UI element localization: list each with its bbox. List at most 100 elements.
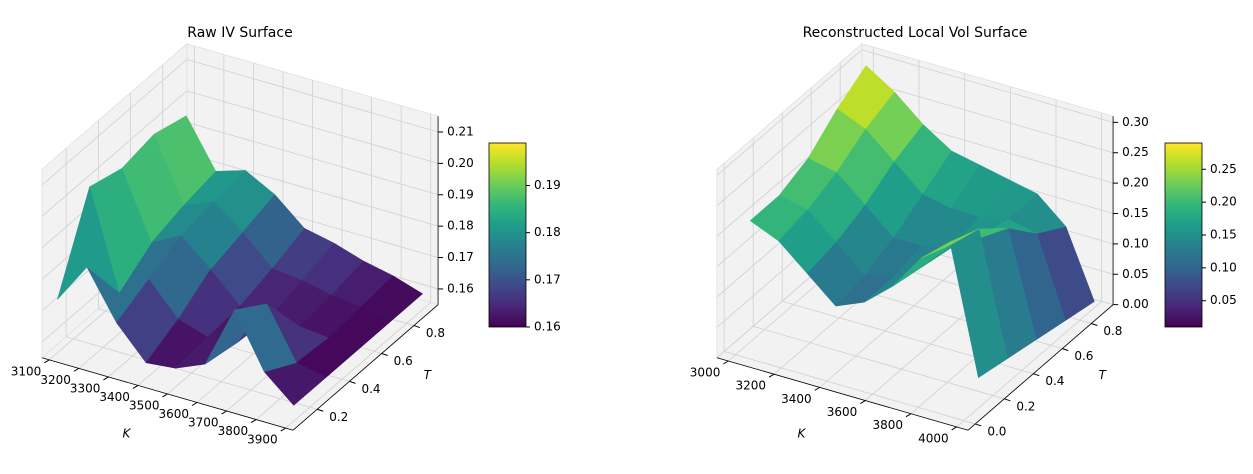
colorbar-tick-label: 0.18	[534, 225, 561, 239]
y-tick-label: 0.0	[987, 424, 1006, 438]
z-tick-label: 0.00	[1122, 297, 1149, 311]
z-tick-label: 0.20	[447, 156, 474, 170]
tick-mark	[1004, 398, 1011, 402]
grid-line	[716, 49, 863, 176]
grid-line	[41, 90, 188, 217]
colorbar	[488, 142, 527, 328]
axis-line	[716, 357, 969, 431]
z-tick-label: 0.25	[1122, 145, 1149, 159]
tick-mark	[73, 367, 80, 372]
z-tick-label: 0.20	[1122, 176, 1149, 190]
grid-line	[861, 79, 1114, 154]
grid-line	[186, 90, 439, 164]
z-tick-label: 0.18	[447, 219, 474, 233]
x-tick-label: 3900	[247, 433, 278, 447]
z-tick-label: 0.19	[447, 187, 474, 201]
grid-line	[186, 59, 439, 133]
x-tick-label: 4000	[918, 431, 949, 445]
colorbar-tick-label: 0.19	[534, 178, 561, 192]
tick-mark	[975, 423, 982, 427]
y-tick-label: 0.8	[1103, 324, 1122, 338]
x-tick-label: 3800	[872, 418, 903, 432]
x-tick-label: 3000	[690, 366, 721, 380]
z-tick-label: 0.17	[447, 250, 474, 264]
tick-mark	[280, 427, 286, 432]
grid-line	[724, 351, 976, 425]
tick-mark	[162, 393, 168, 398]
colorbar	[1164, 142, 1203, 328]
tick-mark	[413, 325, 421, 329]
tick-mark	[349, 380, 356, 384]
z-tick-label: 0.15	[1122, 206, 1149, 220]
colorbar-tick-label: 0.20	[1210, 195, 1237, 209]
y-tick-label: 0.2	[329, 410, 348, 424]
tick-mark	[221, 410, 227, 415]
grid-line	[716, 79, 863, 207]
tick-mark	[1062, 348, 1069, 352]
grid-line	[753, 325, 1005, 400]
x-tick-label: 3400	[99, 390, 130, 404]
y-tick-label: 0.2	[1016, 399, 1035, 413]
tick-mark	[768, 373, 775, 378]
x-tick-label: 3400	[781, 392, 812, 406]
grid-line	[186, 153, 439, 227]
tick-mark	[191, 402, 198, 406]
grid-line	[956, 301, 1102, 428]
tick-mark	[905, 413, 912, 418]
colorbar-tick-label: 0.17	[534, 272, 561, 286]
tick-mark	[860, 400, 866, 404]
x-tick-label: 3700	[188, 416, 219, 430]
axis-line	[41, 357, 294, 431]
axis-line	[292, 304, 439, 431]
colorbar-tick-label: 0.05	[1210, 293, 1237, 307]
colorbar-tick-label: 0.16	[534, 320, 561, 334]
z-tick-label: 0.05	[1122, 267, 1149, 281]
z-tick-label: 0.30	[1122, 115, 1149, 129]
tick-mark	[44, 359, 50, 364]
tick-mark	[951, 426, 957, 431]
colorbar-tick-label: 0.10	[1210, 260, 1237, 274]
y-tick-label: 0.8	[426, 326, 445, 340]
surface-face	[234, 303, 297, 373]
tick-mark	[103, 376, 109, 381]
axis-line	[967, 304, 1114, 431]
y-tick-label: 0.6	[394, 354, 413, 368]
x-tick-label: 3600	[158, 407, 189, 421]
y-axis-label: T	[424, 368, 433, 382]
tick-mark	[1033, 373, 1040, 377]
tick-mark	[250, 419, 257, 423]
tick-mark	[1091, 323, 1098, 326]
grid-line	[819, 261, 965, 388]
surface-face	[921, 228, 980, 259]
x-tick-label: 3200	[735, 379, 766, 393]
tick-mark	[723, 360, 729, 365]
x-tick-label: 3200	[40, 373, 71, 387]
y-tick-label: 0.4	[1045, 374, 1064, 388]
grid-line	[186, 121, 439, 196]
y-axis-label: T	[1099, 368, 1108, 382]
x-tick-label: 3500	[129, 398, 160, 412]
chart-title: Reconstructed Local Vol Surface	[803, 25, 1028, 41]
tick-mark	[317, 408, 324, 412]
colorbar-tick-label: 0.15	[1210, 228, 1237, 242]
grid-line	[41, 59, 188, 186]
grid-line	[861, 49, 1114, 123]
tick-mark	[381, 353, 388, 356]
z-tick-label: 0.21	[447, 124, 474, 138]
x-axis-label: K	[798, 426, 807, 440]
tick-mark	[132, 385, 139, 389]
x-tick-label: 3600	[827, 405, 858, 419]
z-tick-label: 0.16	[447, 281, 474, 295]
y-tick-label: 0.6	[1074, 349, 1093, 363]
x-tick-label: 3800	[218, 424, 249, 438]
tick-mark	[814, 386, 820, 391]
y-tick-label: 0.4	[361, 382, 380, 396]
x-axis-label: K	[123, 426, 132, 440]
z-tick-label: 0.10	[1122, 236, 1149, 250]
colorbar-tick-label: 0.25	[1210, 162, 1237, 176]
chart-title: Raw IV Surface	[187, 25, 292, 41]
grid-line	[65, 336, 318, 410]
x-tick-label: 3300	[70, 381, 101, 395]
x-tick-label: 3100	[11, 364, 42, 378]
